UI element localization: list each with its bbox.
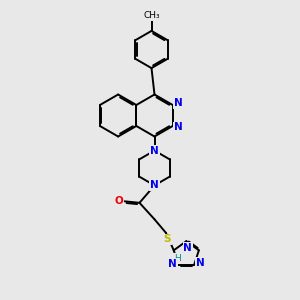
- Text: N: N: [196, 258, 204, 268]
- Text: O: O: [114, 196, 123, 206]
- Text: N: N: [150, 146, 159, 156]
- Text: S: S: [164, 234, 171, 244]
- Text: N: N: [168, 259, 177, 269]
- Text: H: H: [174, 254, 180, 263]
- Text: CH₃: CH₃: [143, 11, 160, 20]
- Text: N: N: [174, 98, 183, 109]
- Text: N: N: [174, 122, 183, 133]
- Text: N: N: [183, 243, 192, 253]
- Text: N: N: [150, 180, 159, 190]
